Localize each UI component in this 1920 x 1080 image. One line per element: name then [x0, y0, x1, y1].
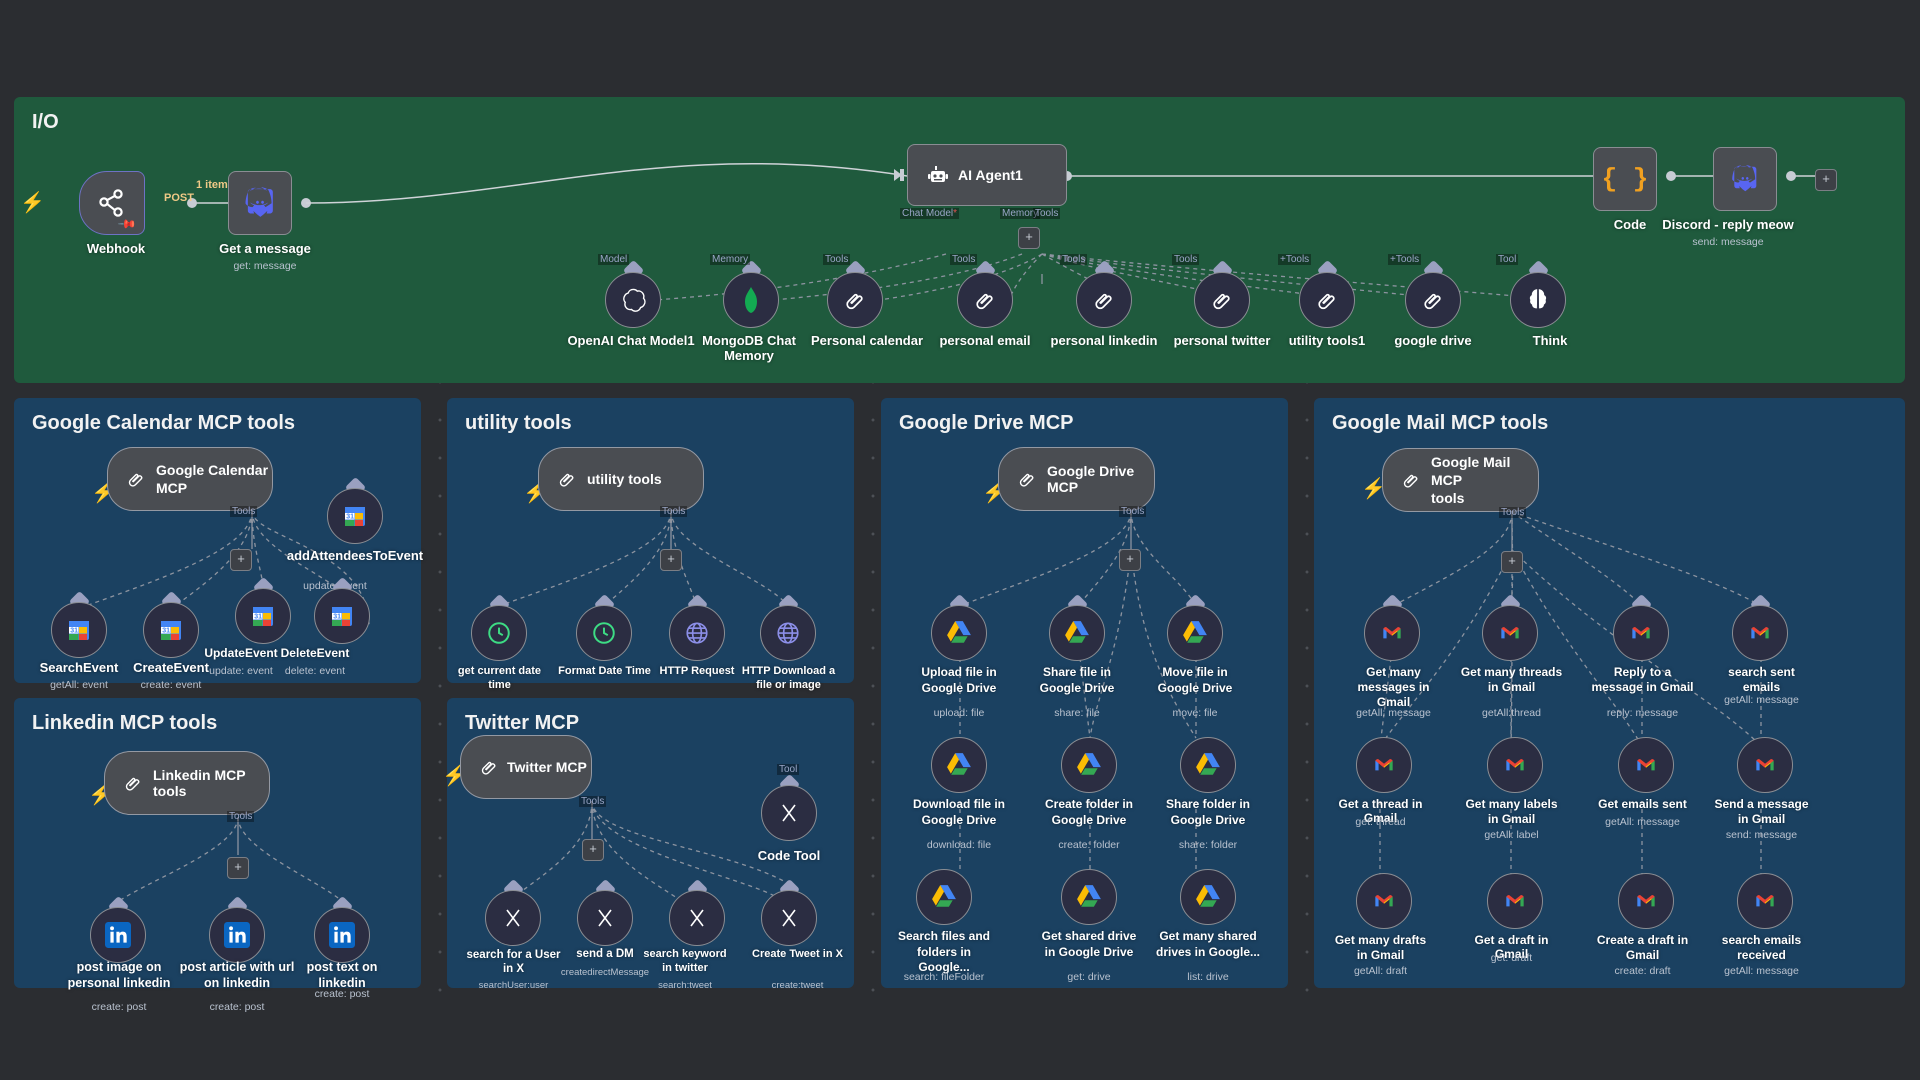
- svg-text:31: 31: [70, 627, 78, 634]
- svg-text:31: 31: [346, 513, 354, 520]
- svg-text:31: 31: [162, 627, 170, 634]
- svg-text:31: 31: [333, 613, 341, 620]
- svg-text:31: 31: [254, 613, 262, 620]
